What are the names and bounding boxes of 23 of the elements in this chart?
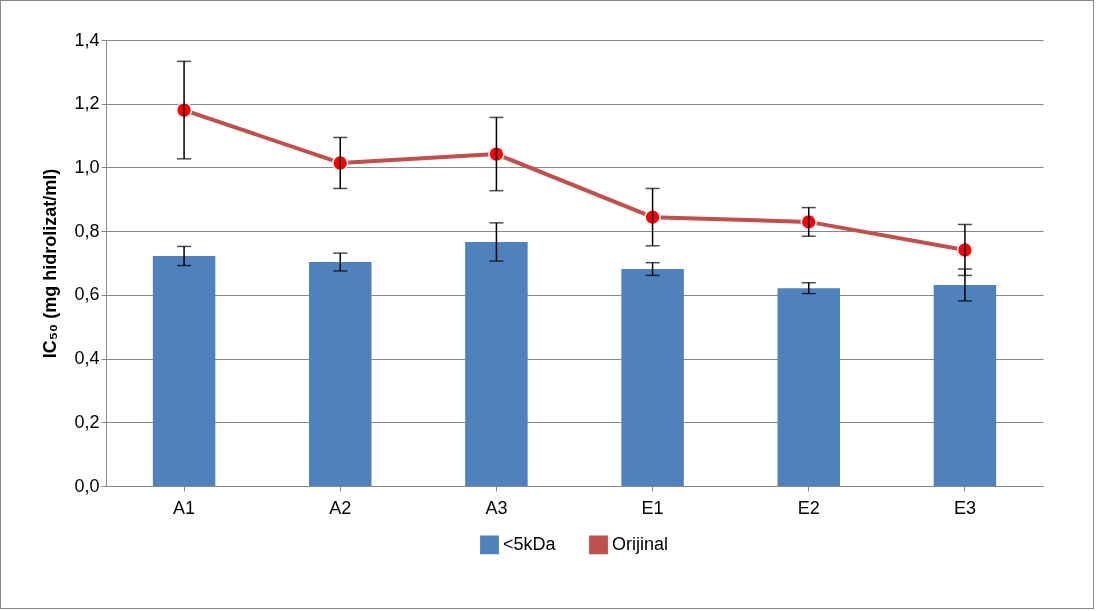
y-tick-label: 0,8 [74,220,100,241]
y-tick-label: 0,4 [74,348,100,369]
bar [621,269,684,486]
y-tick-label: 0,0 [74,475,100,496]
x-tick-label: A3 [485,497,508,518]
x-tick-label: A2 [329,497,352,518]
bar [465,241,528,486]
x-tick-label: E3 [953,497,976,518]
legend-label: <5kDa [503,533,557,554]
legend-label: Orijinal [612,533,669,554]
x-tick-label: E2 [797,497,820,518]
y-tick-label: 1,4 [74,29,100,50]
bar [152,255,216,486]
y-tick-label: 0,2 [74,411,100,432]
x-tick-label: E1 [641,497,664,518]
bar [309,262,372,486]
y-axis-title: IC₅₀ (mg hidrolizat/ml) [40,168,61,359]
x-tick-label: A1 [173,497,196,518]
y-tick-label: 0,6 [74,284,100,305]
y-tick-label: 1,2 [74,93,100,114]
y-tick-label: 1,0 [74,156,100,177]
bar [933,284,997,486]
bar [777,288,840,486]
